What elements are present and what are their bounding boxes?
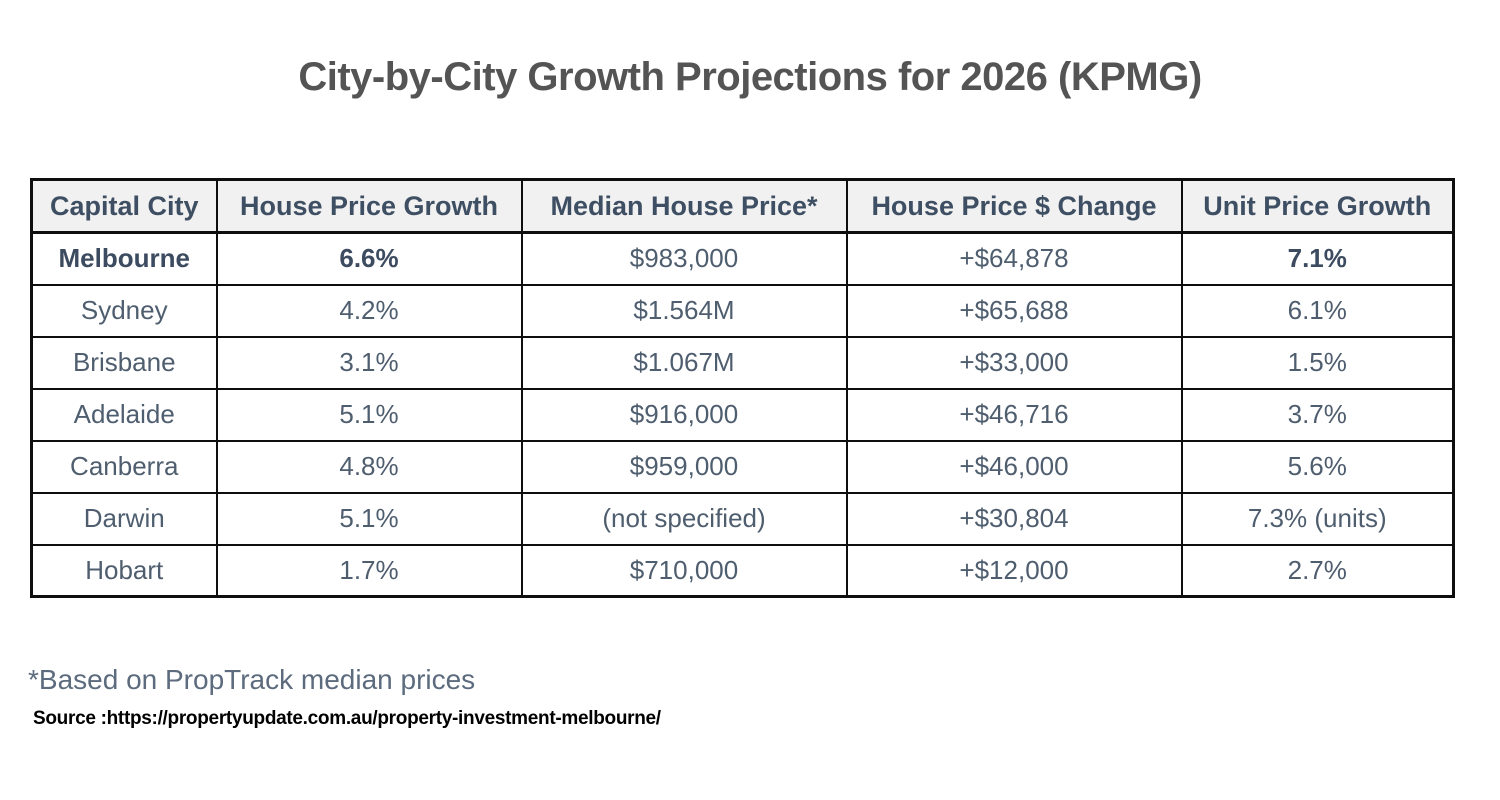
table-row-darwin: Darwin 5.1% (not specified) +$30,804 7.3… (30, 491, 1455, 546)
table-cell: 6.6% (215, 231, 523, 286)
col-header-median-house-price: Median House Price* (520, 178, 848, 234)
table-cell: $1.067M (520, 335, 848, 390)
table-cell: Adelaide (30, 387, 218, 442)
table-cell: 7.3% (units) (1180, 491, 1455, 546)
table-row-hobart: Hobart 1.7% $710,000 +$12,000 2.7% (30, 543, 1455, 598)
table-cell: $710,000 (520, 543, 848, 598)
table-cell: $916,000 (520, 387, 848, 442)
table-cell: Canberra (30, 439, 218, 494)
table-cell: 3.7% (1180, 387, 1455, 442)
table-cell: +$65,688 (845, 283, 1183, 338)
table-cell: 5.1% (215, 387, 523, 442)
table-cell: +$12,000 (845, 543, 1183, 598)
table-cell: +$64,878 (845, 231, 1183, 286)
footnote: *Based on PropTrack median prices (28, 664, 476, 695)
table-cell: 6.1% (1180, 283, 1455, 338)
table-cell: 5.6% (1180, 439, 1455, 494)
table-cell: Melbourne (30, 231, 218, 286)
table-cell: 1.5% (1180, 335, 1455, 390)
table-cell: 4.2% (215, 283, 523, 338)
col-header-capital-city: Capital City (30, 178, 218, 234)
table-cell: 3.1% (215, 335, 523, 390)
table-cell: Hobart (30, 543, 218, 598)
source-attribution: Source :https://propertyupdate.com.au/pr… (33, 708, 661, 729)
table-cell: +$46,716 (845, 387, 1183, 442)
table-header-row: Capital City House Price Growth Median H… (30, 178, 1455, 234)
table-cell: Sydney (30, 283, 218, 338)
table-cell: +$33,000 (845, 335, 1183, 390)
col-header-unit-price-growth: Unit Price Growth (1180, 178, 1455, 234)
page-title: City-by-City Growth Projections for 2026… (298, 55, 1202, 99)
table-cell: Brisbane (30, 335, 218, 390)
table-cell: Darwin (30, 491, 218, 546)
table-row-melbourne: Melbourne 6.6% $983,000 +$64,878 7.1% (30, 231, 1455, 286)
table-cell: $959,000 (520, 439, 848, 494)
table-cell: +$30,804 (845, 491, 1183, 546)
table-row-brisbane: Brisbane 3.1% $1.067M +$33,000 1.5% (30, 335, 1455, 390)
table-row-canberra: Canberra 4.8% $959,000 +$46,000 5.6% (30, 439, 1455, 494)
table-row-adelaide: Adelaide 5.1% $916,000 +$46,716 3.7% (30, 387, 1455, 442)
growth-projections-table-container: Capital City House Price Growth Median H… (30, 178, 1455, 598)
table-cell: $1.564M (520, 283, 848, 338)
growth-projections-table: Capital City House Price Growth Median H… (30, 178, 1455, 598)
col-header-house-price-growth: House Price Growth (215, 178, 523, 234)
table-cell: 1.7% (215, 543, 523, 598)
table-cell: $983,000 (520, 231, 848, 286)
table-cell: 7.1% (1180, 231, 1455, 286)
table-cell: 5.1% (215, 491, 523, 546)
table-row-sydney: Sydney 4.2% $1.564M +$65,688 6.1% (30, 283, 1455, 338)
col-header-house-price-change: House Price $ Change (845, 178, 1183, 234)
table-cell: 4.8% (215, 439, 523, 494)
table-cell: 2.7% (1180, 543, 1455, 598)
table-cell: +$46,000 (845, 439, 1183, 494)
table-cell: (not specified) (520, 491, 848, 546)
